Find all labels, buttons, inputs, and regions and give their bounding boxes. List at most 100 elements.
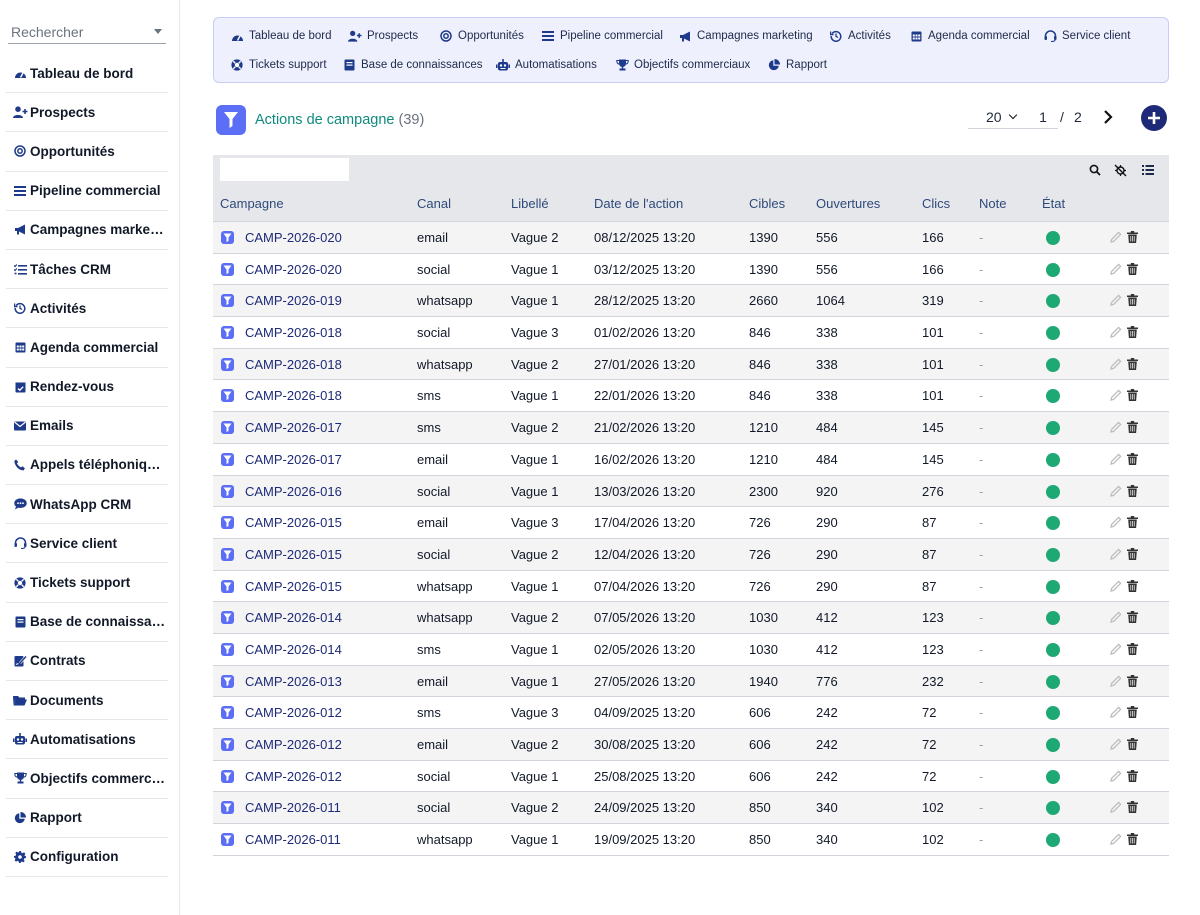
table-row[interactable]: CAMP-2026-015 whatsapp Vague 1 07/04/2026 1… (213, 571, 1169, 603)
add-button[interactable] (1141, 105, 1167, 131)
pencil-icon[interactable] (1109, 230, 1123, 244)
cell-campagne[interactable]: CAMP-2026-015 (245, 578, 342, 594)
trash-icon[interactable] (1125, 674, 1139, 688)
cell-campagne[interactable]: CAMP-2026-012 (245, 737, 342, 752)
table-row[interactable]: CAMP-2026-017 email Vague 1 16/02/2026 13:2… (213, 444, 1169, 476)
cell-campagne[interactable]: CAMP-2026-012 (245, 768, 342, 784)
trash-icon[interactable] (1125, 515, 1139, 529)
sidebar-item-emails[interactable]: Emails (6, 407, 168, 446)
trash-icon[interactable] (1125, 262, 1139, 276)
table-row[interactable]: CAMP-2026-018 sms Vague 1 22/01/2026 13:20 8… (213, 380, 1169, 413)
sidebar-item-base-de-connaissances[interactable]: Base de connaissances (6, 603, 168, 642)
table-row[interactable]: CAMP-2026-016 social Vague 1 13/03/2026 13:… (213, 475, 1169, 508)
sidebar-item-rendez-vous[interactable]: Rendez-vous (6, 368, 168, 407)
trash-icon[interactable] (1125, 484, 1139, 498)
cell-campagne[interactable]: CAMP-2026-011 (245, 832, 341, 848)
pencil-icon[interactable] (1109, 610, 1123, 624)
topmenu-item-tableau-de-bord[interactable]: Tableau de bord (230, 30, 331, 42)
table-row[interactable]: CAMP-2026-015 social Vague 2 12/04/2026 13:… (213, 538, 1169, 571)
table-row[interactable]: CAMP-2026-012 sms Vague 3 04/09/2025 13:20 6… (213, 697, 1169, 729)
cell-campagne[interactable]: CAMP-2026-016 (245, 483, 342, 499)
table-row[interactable]: CAMP-2026-018 whatsapp Vague 2 27/01/2026 1… (213, 348, 1169, 381)
sidebar-item-agenda-commercial[interactable]: Agenda commercial (6, 328, 168, 368)
trash-icon[interactable] (1125, 420, 1139, 434)
table-row[interactable]: CAMP-2026-018 social Vague 3 01/02/2026 13:… (213, 317, 1169, 349)
column-header[interactable]: Libellé (511, 196, 549, 211)
column-header[interactable]: Canal (417, 196, 451, 211)
table-row[interactable]: CAMP-2026-020 social Vague 1 03/12/2025 13:… (213, 254, 1169, 286)
pencil-icon[interactable] (1109, 388, 1123, 402)
cell-campagne[interactable]: CAMP-2026-017 (245, 420, 342, 436)
topmenu-item-activites[interactable]: Activités (829, 30, 891, 42)
pencil-icon[interactable] (1109, 579, 1123, 593)
topmenu-item-opportunites[interactable]: Opportunités (439, 30, 524, 42)
table-row[interactable]: CAMP-2026-015 email Vague 3 17/04/2026 13:2… (213, 507, 1169, 539)
cell-campagne[interactable]: CAMP-2026-012 (245, 705, 342, 721)
trash-icon[interactable] (1125, 705, 1139, 719)
topmenu-item-objectifs-commerciaux[interactable]: Objectifs commerciaux (615, 59, 750, 71)
sidebar-item-objectifs-commerciaux[interactable]: Objectifs commerciaux (6, 759, 168, 799)
sidebar-item-tickets-support[interactable]: Tickets support (6, 563, 168, 603)
page-size-select[interactable]: 20 (968, 107, 1028, 129)
cell-campagne[interactable]: CAMP-2026-011 (245, 800, 341, 816)
topmenu-item-rapport[interactable]: Rapport (767, 59, 827, 71)
sidebar-item-rapport[interactable]: Rapport (6, 799, 168, 838)
table-row[interactable]: CAMP-2026-017 sms Vague 2 21/02/2026 13:20 1… (213, 412, 1169, 444)
pencil-icon[interactable] (1109, 452, 1123, 466)
topmenu-item-tickets-support[interactable]: Tickets support (230, 59, 327, 71)
column-header[interactable]: Date de l'action (594, 196, 684, 211)
column-header[interactable]: Note (979, 196, 1007, 211)
search-select[interactable]: Rechercher (8, 20, 166, 44)
sidebar-item-contrats[interactable]: Contrats (6, 642, 168, 681)
sidebar-item-documents[interactable]: Documents (6, 681, 168, 721)
pencil-icon[interactable] (1109, 484, 1123, 498)
search-icon[interactable] (1088, 163, 1102, 177)
trash-icon[interactable] (1125, 452, 1139, 466)
pencil-icon[interactable] (1109, 674, 1123, 688)
trash-icon[interactable] (1125, 230, 1139, 244)
cell-campagne[interactable]: CAMP-2026-019 (245, 293, 342, 309)
cell-campagne[interactable]: CAMP-2026-018 (245, 325, 342, 341)
column-header[interactable]: Clics (922, 196, 951, 211)
trash-icon[interactable] (1125, 769, 1139, 783)
clear-filter-icon[interactable] (1113, 163, 1127, 177)
sidebar-item-tableau-de-bord[interactable]: Tableau de bord (6, 54, 168, 94)
trash-icon[interactable] (1125, 579, 1139, 593)
sidebar-item-opportunites[interactable]: Opportunités (6, 132, 168, 172)
pencil-icon[interactable] (1109, 769, 1123, 783)
trash-icon[interactable] (1125, 325, 1139, 339)
sidebar-item-appels-telephoniques[interactable]: Appels téléphoniques (6, 446, 168, 486)
column-header[interactable]: État (1042, 196, 1066, 211)
cell-campagne[interactable]: CAMP-2026-014 (245, 610, 342, 626)
table-row[interactable]: CAMP-2026-012 email Vague 2 30/08/2025 13:2… (213, 729, 1169, 761)
page-number-input[interactable]: 1 (1028, 107, 1058, 129)
table-row[interactable]: CAMP-2026-014 sms Vague 1 02/05/2026 13:20 1… (213, 634, 1169, 666)
pencil-icon[interactable] (1109, 325, 1123, 339)
cell-campagne[interactable]: CAMP-2026-018 (245, 388, 342, 404)
trash-icon[interactable] (1125, 547, 1139, 561)
cell-campagne[interactable]: CAMP-2026-020 (245, 261, 342, 277)
table-row[interactable]: CAMP-2026-020 email Vague 2 08/12/2025 13:2… (213, 222, 1169, 254)
sidebar-item-automatisations[interactable]: Automatisations (6, 720, 168, 760)
pencil-icon[interactable] (1109, 737, 1123, 751)
cell-campagne[interactable]: CAMP-2026-013 (245, 673, 342, 689)
topmenu-item-campagnes-marketing[interactable]: Campagnes marketing (678, 30, 813, 42)
next-page-button[interactable] (1099, 108, 1117, 126)
pencil-icon[interactable] (1109, 420, 1123, 434)
table-row[interactable]: CAMP-2026-012 social Vague 1 25/08/2025 13:… (213, 761, 1169, 793)
sidebar-item-whatsapp-crm[interactable]: WhatsApp CRM (6, 485, 168, 525)
trash-icon[interactable] (1125, 737, 1139, 751)
table-filter-input[interactable] (220, 158, 349, 181)
topmenu-item-pipeline-commercial[interactable]: Pipeline commercial (541, 30, 663, 42)
list-view-icon[interactable] (1141, 163, 1155, 177)
sidebar-item-configuration[interactable]: Configuration (6, 838, 168, 877)
cell-campagne[interactable]: CAMP-2026-017 (245, 451, 342, 467)
pencil-icon[interactable] (1109, 515, 1123, 529)
table-row[interactable]: CAMP-2026-019 whatsapp Vague 1 28/12/2025 1… (213, 285, 1169, 318)
cell-campagne[interactable]: CAMP-2026-015 (245, 515, 342, 531)
pencil-icon[interactable] (1109, 547, 1123, 561)
column-header[interactable]: Cibles (749, 196, 786, 211)
topmenu-item-service-client[interactable]: Service client (1043, 30, 1130, 42)
trash-icon[interactable] (1125, 642, 1139, 656)
table-row[interactable]: CAMP-2026-014 whatsapp Vague 2 07/05/2026 1… (213, 602, 1169, 634)
